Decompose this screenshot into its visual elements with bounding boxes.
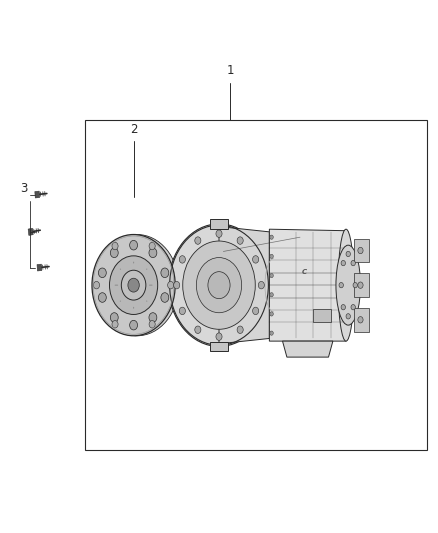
- Text: 3: 3: [21, 182, 28, 195]
- Ellipse shape: [195, 237, 201, 244]
- Ellipse shape: [270, 235, 273, 239]
- Ellipse shape: [112, 243, 118, 250]
- Ellipse shape: [358, 317, 363, 323]
- Ellipse shape: [353, 282, 357, 288]
- Ellipse shape: [149, 243, 155, 250]
- Text: C: C: [302, 269, 307, 275]
- Ellipse shape: [338, 229, 354, 341]
- Bar: [85, 120, 427, 450]
- Ellipse shape: [339, 282, 343, 288]
- Ellipse shape: [179, 307, 185, 314]
- Ellipse shape: [128, 278, 139, 292]
- Ellipse shape: [336, 245, 360, 325]
- Ellipse shape: [161, 293, 169, 302]
- Ellipse shape: [253, 307, 259, 314]
- Ellipse shape: [196, 257, 242, 313]
- Ellipse shape: [149, 248, 157, 257]
- Ellipse shape: [99, 293, 106, 302]
- Text: 1: 1: [226, 64, 234, 77]
- Ellipse shape: [183, 241, 255, 329]
- Ellipse shape: [208, 272, 230, 298]
- Ellipse shape: [237, 326, 243, 334]
- Ellipse shape: [270, 331, 273, 335]
- Ellipse shape: [346, 313, 350, 319]
- Ellipse shape: [173, 281, 180, 289]
- Ellipse shape: [358, 282, 363, 288]
- Ellipse shape: [110, 248, 118, 257]
- Ellipse shape: [99, 268, 106, 278]
- Ellipse shape: [121, 270, 146, 300]
- Text: 2: 2: [130, 123, 138, 136]
- Ellipse shape: [270, 273, 273, 278]
- Ellipse shape: [351, 261, 355, 266]
- Ellipse shape: [237, 237, 243, 244]
- Ellipse shape: [92, 235, 175, 336]
- Ellipse shape: [346, 251, 350, 257]
- Ellipse shape: [110, 313, 118, 322]
- Ellipse shape: [341, 261, 346, 266]
- Polygon shape: [28, 228, 33, 236]
- Polygon shape: [219, 227, 269, 344]
- Polygon shape: [269, 229, 346, 341]
- Ellipse shape: [216, 230, 222, 237]
- Bar: [354, 239, 369, 262]
- Ellipse shape: [149, 313, 157, 322]
- Ellipse shape: [93, 281, 99, 289]
- Ellipse shape: [253, 256, 259, 263]
- Ellipse shape: [216, 333, 222, 341]
- Ellipse shape: [130, 240, 138, 250]
- Polygon shape: [37, 264, 42, 271]
- Ellipse shape: [149, 320, 155, 328]
- Ellipse shape: [351, 304, 355, 310]
- Polygon shape: [283, 341, 333, 357]
- Ellipse shape: [270, 254, 273, 259]
- Ellipse shape: [169, 224, 269, 346]
- Bar: [354, 273, 369, 297]
- Ellipse shape: [341, 304, 346, 310]
- Polygon shape: [210, 342, 228, 351]
- Ellipse shape: [258, 281, 265, 289]
- Ellipse shape: [95, 235, 179, 336]
- Ellipse shape: [112, 320, 118, 328]
- Ellipse shape: [358, 247, 363, 254]
- Ellipse shape: [195, 326, 201, 334]
- Ellipse shape: [179, 256, 185, 263]
- Ellipse shape: [130, 320, 138, 330]
- Polygon shape: [35, 191, 40, 198]
- Ellipse shape: [161, 268, 169, 278]
- Polygon shape: [210, 219, 228, 229]
- Ellipse shape: [270, 293, 273, 297]
- Ellipse shape: [270, 312, 273, 316]
- Ellipse shape: [168, 281, 174, 289]
- Bar: [354, 308, 369, 332]
- Bar: [313, 309, 331, 322]
- Ellipse shape: [110, 256, 158, 314]
